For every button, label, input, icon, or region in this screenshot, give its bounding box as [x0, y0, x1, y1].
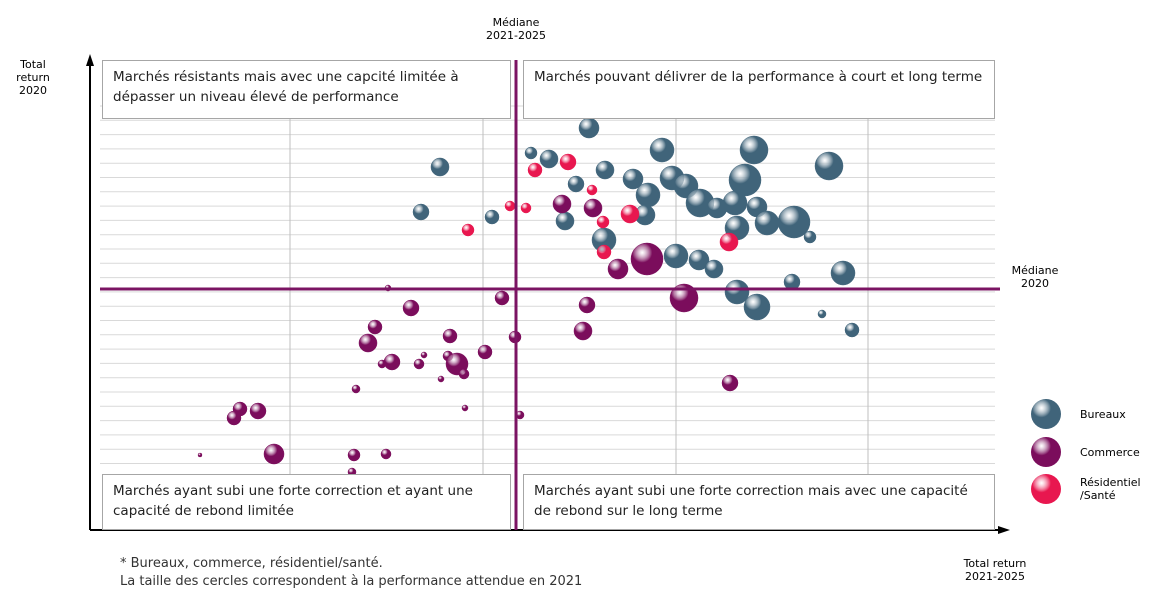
- bubble: [197, 452, 203, 458]
- bubble: [351, 384, 361, 394]
- bubble: [814, 151, 844, 181]
- bubble: [504, 200, 516, 212]
- bubble: [263, 443, 285, 465]
- bubble: [552, 194, 572, 214]
- bubble: [420, 351, 428, 359]
- quadrant-note: Marchés pouvant délivrer de la performan…: [523, 60, 995, 119]
- bubble: [249, 402, 267, 420]
- legend-label: Résidentiel /Santé: [1080, 476, 1141, 502]
- bubble: [583, 198, 603, 218]
- quadrant-note: Marchés ayant subi une forte correction …: [523, 474, 995, 530]
- bubble: [430, 157, 450, 177]
- bubble: [442, 328, 458, 344]
- bubble: [817, 309, 827, 319]
- bubble: [347, 448, 361, 462]
- legend-label: Commerce: [1080, 445, 1140, 459]
- bubble: [524, 146, 538, 160]
- legend-swatch: [1031, 474, 1061, 504]
- bubble: [669, 283, 699, 313]
- bubble: [830, 260, 856, 286]
- legend-swatch: [1031, 437, 1061, 467]
- bubble: [704, 259, 724, 279]
- bubble: [635, 182, 661, 208]
- bubble: [721, 374, 739, 392]
- bubble: [724, 279, 750, 305]
- bubble: [559, 153, 577, 171]
- bubble: [722, 190, 748, 216]
- bubble: [383, 353, 401, 371]
- footnote: La taille des cercles correspondent à la…: [120, 574, 583, 589]
- bubble: [461, 404, 469, 412]
- bubble: [226, 410, 242, 426]
- bubble: [620, 204, 640, 224]
- bubble: [663, 243, 689, 269]
- x-arrow: [998, 526, 1010, 534]
- median-y-label: Médiane 2020: [1011, 264, 1059, 290]
- bubble: [844, 322, 860, 338]
- bubble: [567, 175, 585, 193]
- bubble: [803, 230, 817, 244]
- bubble: [380, 448, 392, 460]
- bubble: [754, 210, 780, 236]
- bubble: [520, 202, 532, 214]
- bubble: [494, 290, 510, 306]
- bubble: [461, 223, 475, 237]
- bubble: [596, 215, 610, 229]
- bubble: [484, 209, 500, 225]
- bubble: [586, 184, 598, 196]
- bubble: [596, 244, 612, 260]
- y-arrow: [86, 54, 94, 66]
- x-axis-label: Total return 2021-2025: [963, 557, 1027, 583]
- bubble: [739, 135, 769, 165]
- bubble: [578, 296, 596, 314]
- y-axis-label: Total return 2020: [16, 58, 50, 97]
- bubble: [555, 211, 575, 231]
- bubble: [743, 293, 771, 321]
- bubble: [649, 137, 675, 163]
- bubble: [719, 232, 739, 252]
- footnote: * Bureaux, commerce, résidentiel/santé.: [120, 556, 383, 571]
- bubble: [412, 203, 430, 221]
- bubble: [622, 168, 644, 190]
- bubble: [573, 321, 593, 341]
- bubble: [402, 299, 420, 317]
- bubble: [477, 344, 493, 360]
- legend-swatch: [1031, 399, 1061, 429]
- bubble: [539, 149, 559, 169]
- bubble: [367, 319, 383, 335]
- quadrant-note: Marchés ayant subi une forte correction …: [102, 474, 511, 530]
- bubble: [578, 117, 600, 139]
- bubble: [358, 333, 378, 353]
- median-x-label: Médiane 2021-2025: [486, 16, 546, 42]
- bubble: [630, 242, 664, 276]
- bubble: [458, 368, 470, 380]
- quadrant-note: Marchés résistants mais avec une capcité…: [102, 60, 511, 119]
- bubble: [527, 162, 543, 178]
- bubble: [437, 375, 445, 383]
- bubble: [777, 205, 811, 239]
- bubble: [413, 358, 425, 370]
- bubble: [688, 249, 710, 271]
- bubble: [595, 160, 615, 180]
- bubble: [607, 258, 629, 280]
- bubble: [377, 359, 387, 369]
- legend-label: Bureaux: [1080, 407, 1126, 421]
